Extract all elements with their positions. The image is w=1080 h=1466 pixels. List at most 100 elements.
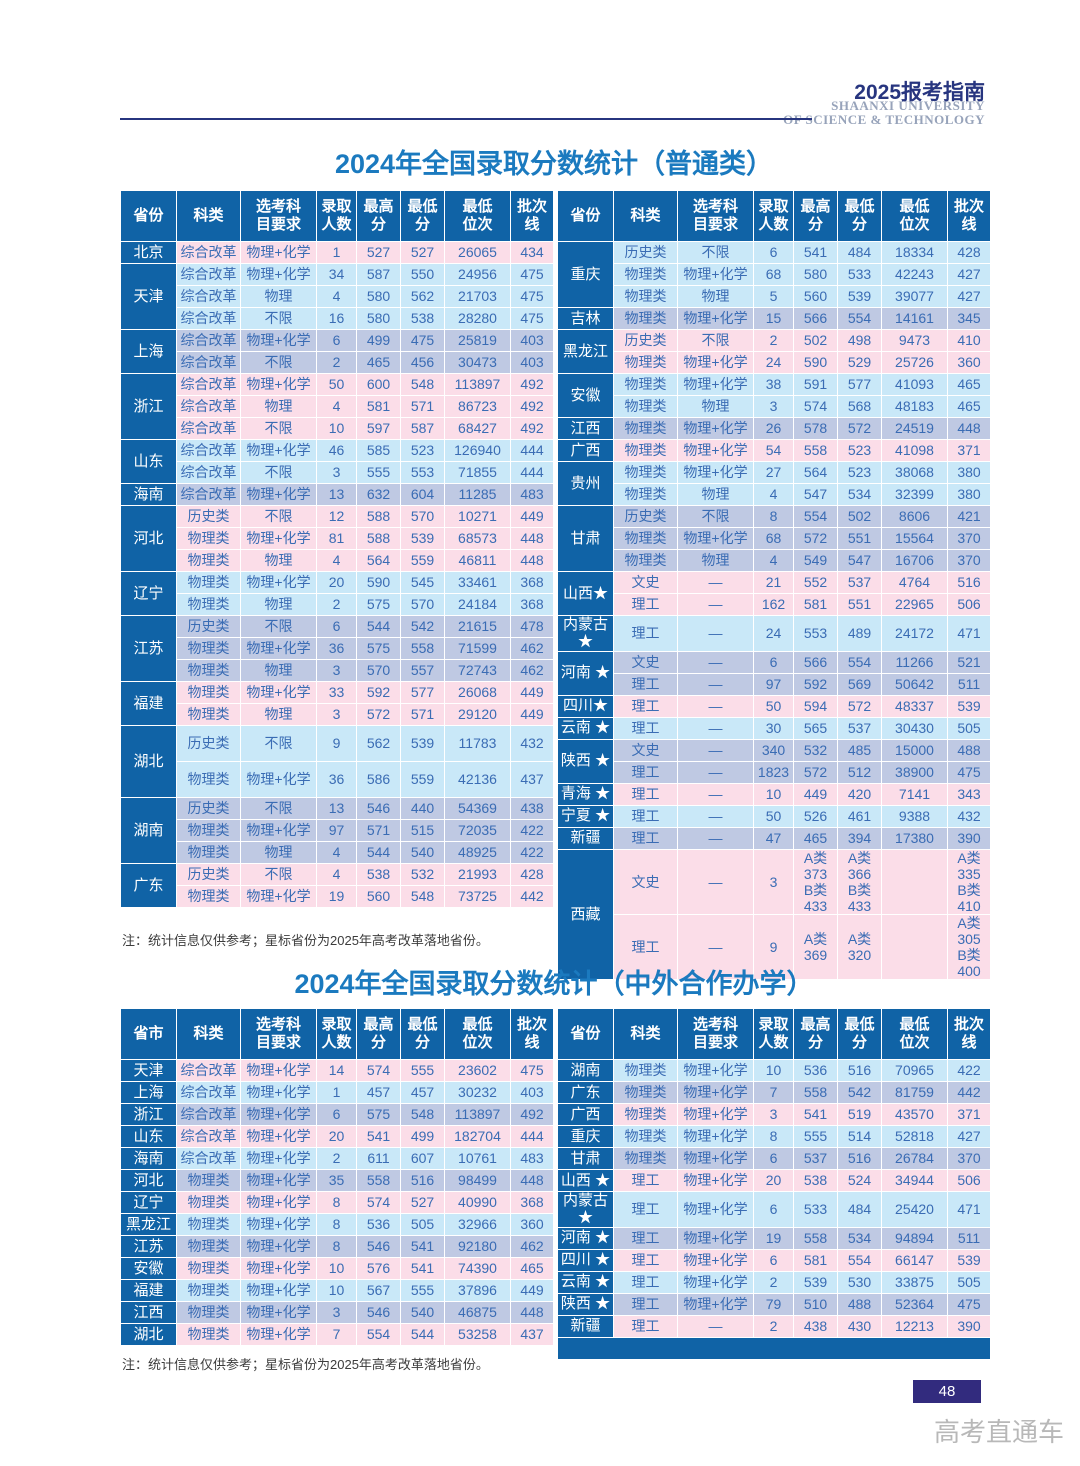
table1-title: 2024年全国录取分数统计（普通类） (334, 149, 774, 179)
data-cell: 527 (400, 1191, 445, 1214)
data-cell: 574 (356, 1191, 401, 1214)
data-cell: 554 (356, 1323, 401, 1346)
data-cell: 50642 (881, 672, 948, 696)
province-cell: 内蒙古★ (557, 1191, 614, 1228)
data-cell: 541 (400, 1235, 445, 1258)
data-cell: 52364 (881, 1292, 948, 1316)
data-cell: 物理+化学 (240, 761, 317, 798)
data-cell: 505 (947, 1270, 991, 1294)
data-cell: 555 (400, 1279, 445, 1302)
data-cell: 527 (400, 241, 445, 264)
data-cell: 567 (356, 1279, 401, 1302)
province-cell: 湖南 (120, 797, 177, 864)
province-cell: 上海 (120, 1081, 177, 1104)
data-cell: 591 (793, 373, 838, 396)
data-cell: 50 (753, 804, 794, 828)
data-cell: 499 (356, 329, 401, 352)
data-cell: 585 (356, 439, 401, 462)
data-cell: 94894 (881, 1226, 948, 1250)
data-cell: 571 (400, 703, 445, 726)
data-cell: 572 (793, 527, 838, 550)
data-cell: 19 (753, 1226, 794, 1250)
data-cell: 560 (356, 885, 401, 908)
data-cell: 536 (356, 1213, 401, 1236)
data-cell: 物理+化学 (677, 1147, 754, 1170)
data-cell: 475 (510, 263, 554, 286)
data-cell: 26065 (444, 241, 511, 264)
province-cell: 云南 ★ (557, 1270, 614, 1294)
data-cell: 511 (947, 672, 991, 696)
data-cell: 590 (793, 351, 838, 374)
admission-table-general: 省份 科类 选考科 目要求 录取 人数 最高分 最低分 最低 位次 批次线 北京 综合改革 物理+化… (120, 190, 991, 981)
province-cell: 江西 (120, 1301, 177, 1324)
data-cell: 物理+化学 (240, 1257, 317, 1280)
data-cell: 475 (947, 1292, 991, 1316)
table-row: 福建 物理类 物理+化学 33 592 577 26068 449 (120, 681, 554, 726)
province-cell: 天津 (120, 263, 177, 330)
data-cell: 6 (753, 1147, 794, 1170)
data-cell: 541 (793, 241, 838, 264)
data-cell: 物理+化学 (240, 329, 317, 352)
data-cell (881, 848, 948, 915)
data-cell: 478 (510, 615, 554, 638)
data-cell: 文史 (613, 571, 678, 594)
data-cell: 18334 (881, 241, 948, 264)
data-cell: 442 (510, 885, 554, 908)
data-cell: 物理 (240, 703, 317, 726)
data-cell: 552 (793, 571, 838, 594)
data-cell: 432 (947, 804, 991, 828)
data-cell: 539 (837, 285, 882, 308)
data-cell: 484 (837, 1191, 882, 1228)
header-row: 省市 科类 选考科 目要求 录取 人数 最高分 最低分 最低 位次 批次线 (120, 1008, 554, 1060)
data-cell: 368 (510, 571, 554, 594)
data-cell: 理工 (613, 615, 678, 652)
data-cell: 综合改革 (176, 483, 241, 506)
data-cell: 113897 (444, 373, 511, 396)
table-row: 内蒙古★ 理工 物理+化学 6 533 484 25420 471 (557, 1191, 991, 1228)
data-cell: 33 (316, 681, 357, 704)
table-row: 云南 ★ 理工 —30 565 537 30430 505 (557, 716, 991, 740)
data-cell: A类373 B类433 (793, 848, 838, 915)
data-cell: — (677, 848, 754, 915)
data-cell: 555 (356, 461, 401, 484)
data-cell: 587 (400, 417, 445, 440)
data-cell: 物理+化学 (240, 1081, 317, 1104)
data-cell: 371 (947, 1103, 991, 1126)
province-cell: 甘肃 (557, 505, 614, 572)
data-cell: 97 (753, 672, 794, 696)
data-cell: 30430 (881, 716, 948, 740)
data-cell: 53258 (444, 1323, 511, 1346)
data-cell: 4 (316, 549, 357, 572)
data-cell: 394 (837, 826, 882, 850)
data-cell: 15000 (881, 738, 948, 762)
data-cell: 546 (356, 797, 401, 820)
data-cell: 40990 (444, 1191, 511, 1214)
data-cell: 539 (947, 1248, 991, 1272)
data-cell: 物理类 (176, 1301, 241, 1324)
data-cell: 499 (400, 1125, 445, 1148)
data-cell: 历史类 (176, 615, 241, 638)
data-cell: 10761 (444, 1147, 511, 1170)
data-cell: 572 (837, 417, 882, 440)
data-cell: 不限 (677, 241, 754, 264)
data-cell: 580 (356, 285, 401, 308)
table-row: 海南 综合改革 物理+化学 13 632 604 11285 483 (120, 483, 554, 506)
data-cell: 554 (793, 505, 838, 528)
table-row: 物理类 物理+化学 68 580 533 42243 427 (558, 263, 991, 286)
data-cell: 553 (793, 615, 838, 652)
data-cell: 物理类 (176, 1279, 241, 1302)
data-cell: 448 (510, 1301, 554, 1324)
data-cell: 510 (793, 1292, 838, 1316)
data-cell: 物理类 (176, 885, 241, 908)
header-row: 省份 科类 选考科 目要求 录取 人数 最高分 最低分 最低 位次 批次线 (557, 190, 991, 242)
data-cell: 427 (947, 1125, 991, 1148)
data-cell: 历史类 (176, 797, 241, 820)
data-cell: 368 (510, 1191, 554, 1214)
column-header: 批次线 (947, 1008, 991, 1060)
data-cell: 562 (356, 725, 401, 762)
column-header: 省份 (557, 190, 614, 242)
data-cell: 物理类 (613, 351, 678, 374)
data-cell: 50 (316, 373, 357, 396)
data-cell: 505 (400, 1213, 445, 1236)
data-cell: 475 (400, 329, 445, 352)
